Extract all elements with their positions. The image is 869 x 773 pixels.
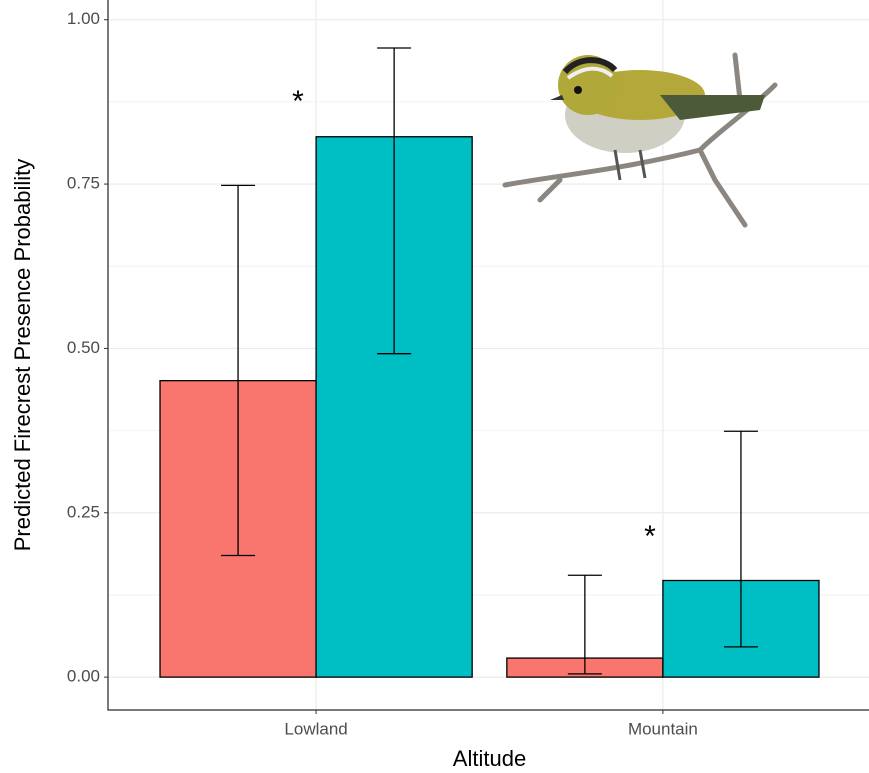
y-tick-label: 0.00 [67,667,100,686]
y-axis-label: Predicted Firecrest Presence Probability [10,159,35,552]
x-tick-label: Lowland [284,719,347,738]
y-tick-label: 1.00 [67,9,100,28]
y-tick-label: 0.25 [67,502,100,521]
y-tick-label: 0.50 [67,338,100,357]
x-axis-label: Altitude [453,746,526,771]
error-bar [221,184,256,557]
panel-border [107,0,869,711]
y-tick-label: 0.75 [67,174,100,193]
error-bar [377,47,412,355]
error-bar [723,430,758,648]
significance-marker: * [644,520,656,553]
x-tick-label: Mountain [628,719,698,738]
bird-illustration [502,52,778,228]
significance-marker: * [292,85,304,118]
error-bar [567,574,602,675]
